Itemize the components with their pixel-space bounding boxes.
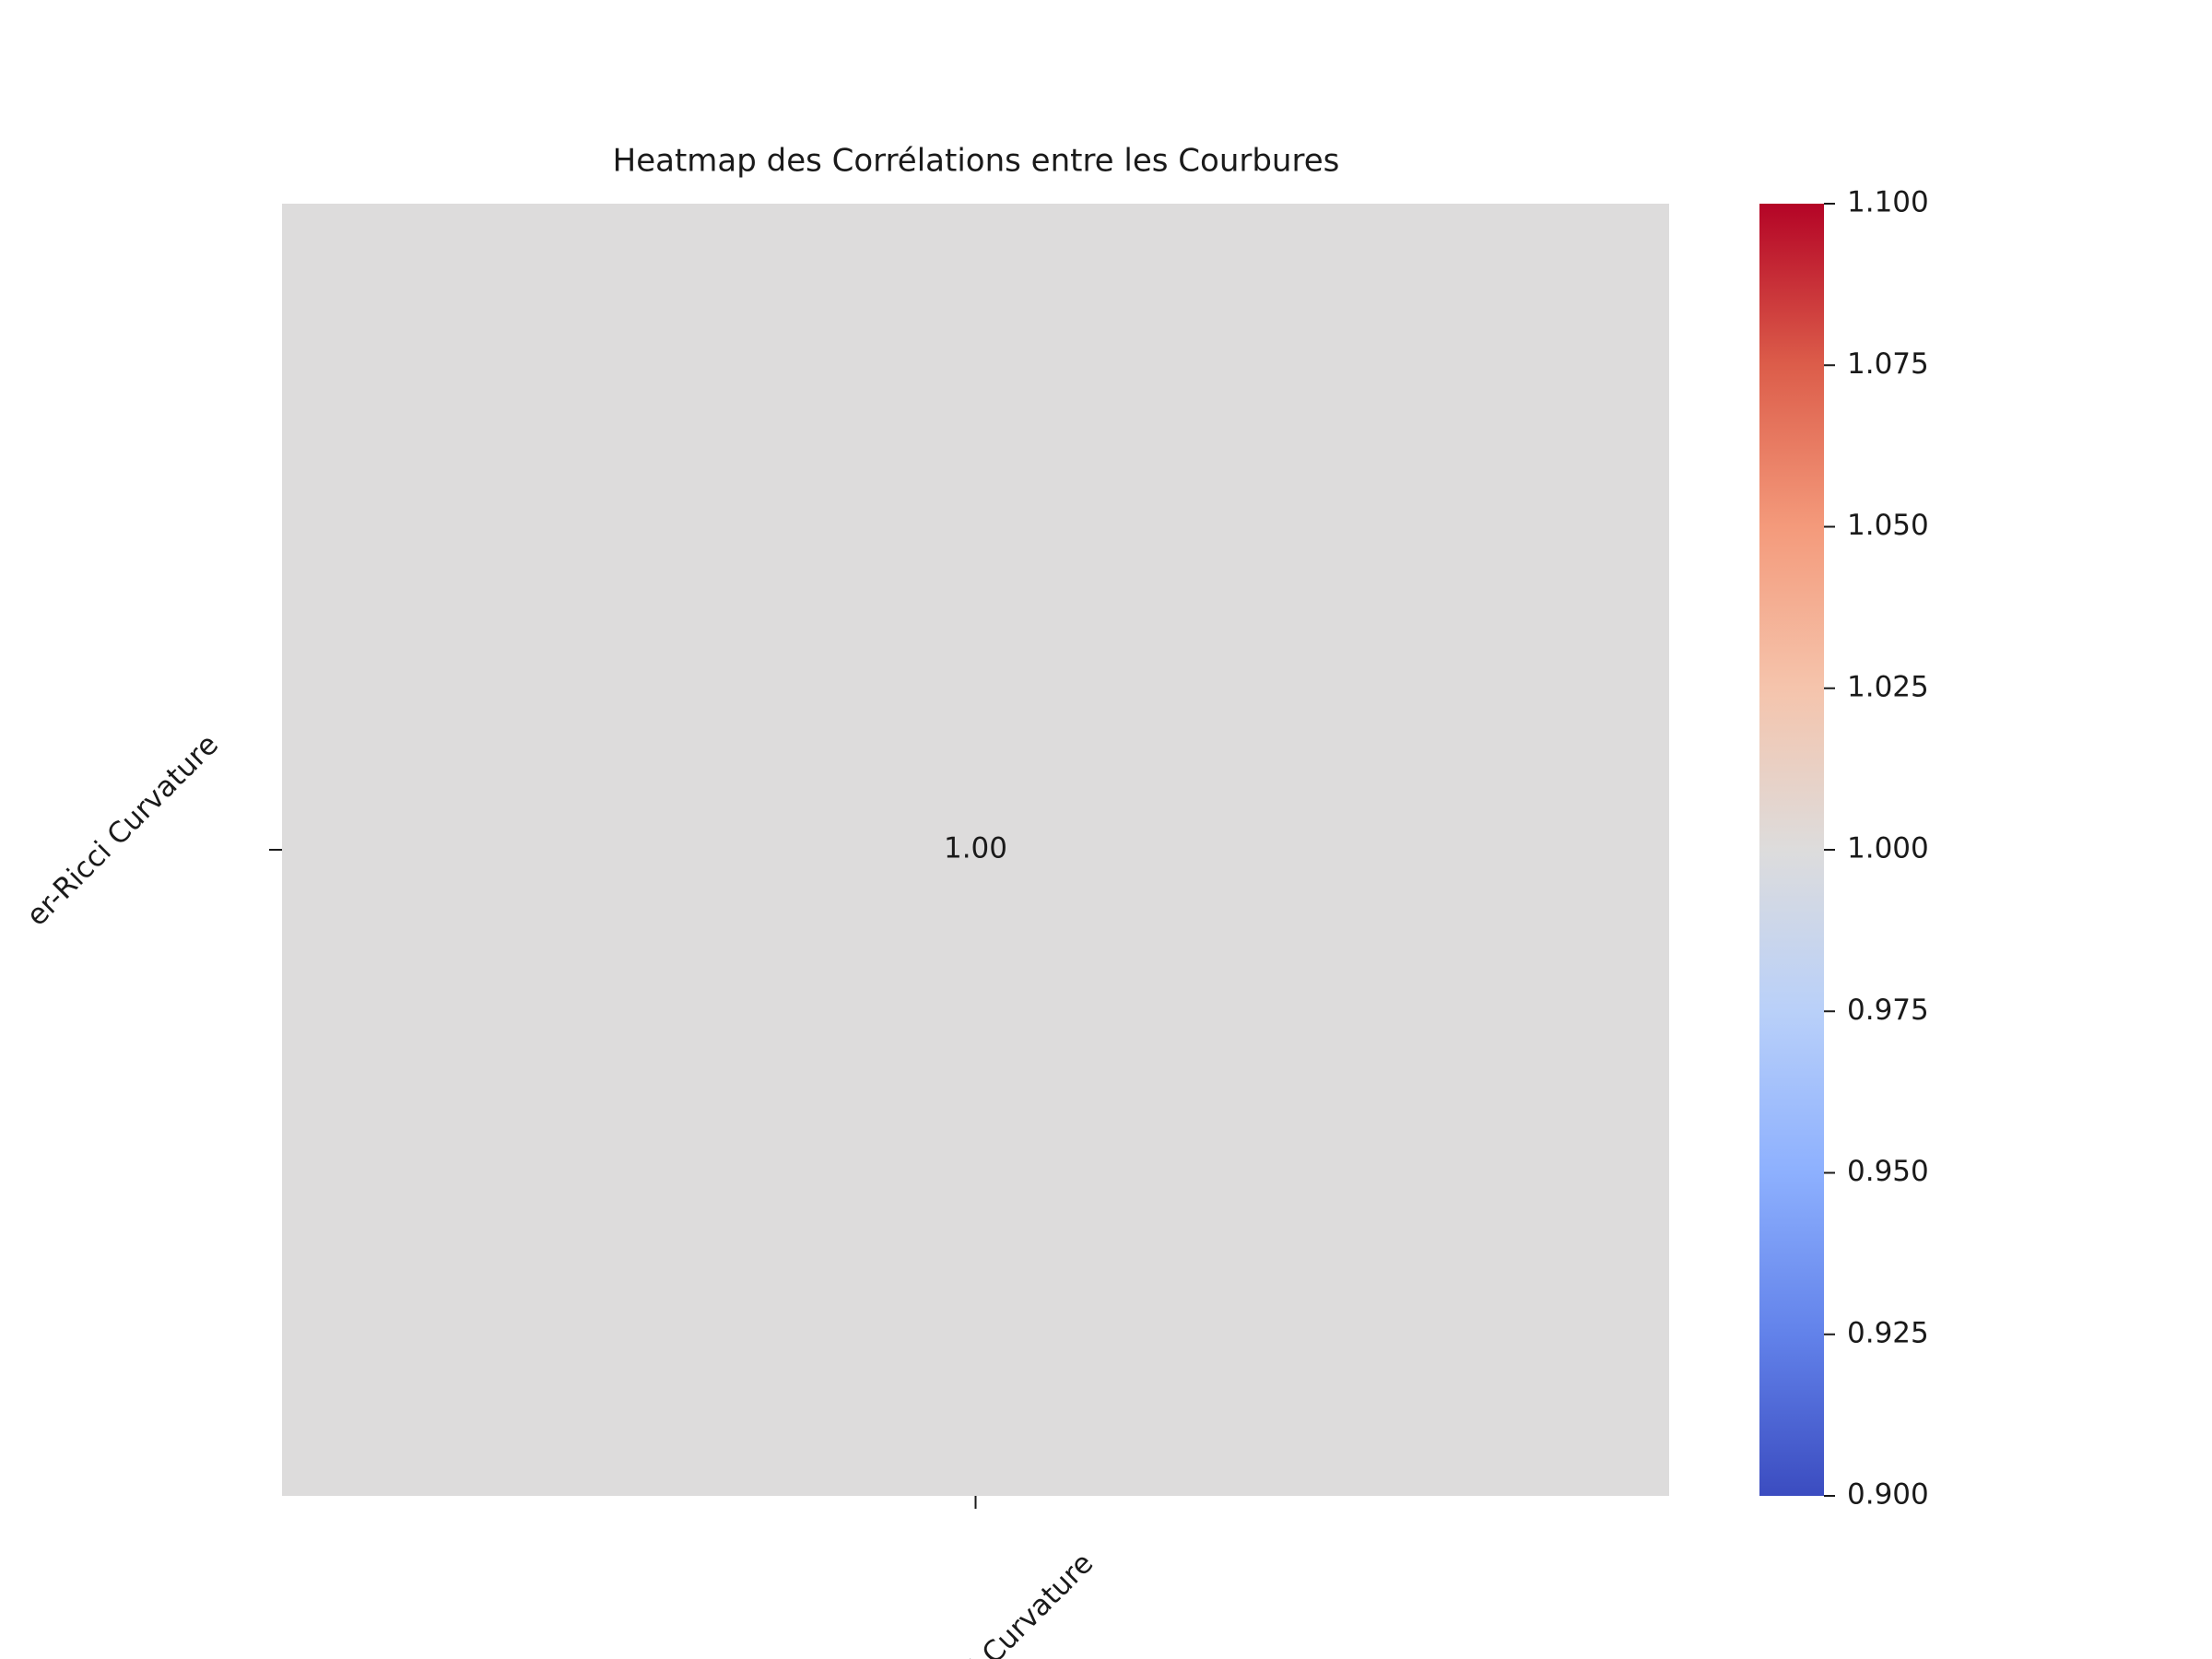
colorbar	[1759, 204, 1824, 1496]
colorbar-tick-label: 1.100	[1847, 186, 1929, 219]
chart-title: Heatmap des Corrélations entre les Courb…	[613, 143, 1340, 180]
heatmap-cell	[282, 204, 1669, 1496]
colorbar-tick-label: 1.075	[1847, 347, 1929, 381]
colorbar-tick-label: 0.975	[1847, 994, 1929, 1027]
colorbar-tick-label: 0.900	[1847, 1478, 1929, 1512]
y-tick-label: er-Ricci Curvature	[20, 728, 225, 933]
colorbar-tick-label: 1.025	[1847, 670, 1929, 703]
colorbar-tick-label: 0.925	[1847, 1316, 1929, 1349]
cell-value-label: 1.00	[944, 832, 1007, 865]
colorbar-tick-label: 1.050	[1847, 509, 1929, 542]
x-tick-label: i Curvature	[964, 1547, 1100, 1659]
colorbar-tick-label: 1.000	[1847, 832, 1929, 865]
colorbar-tick-label: 0.950	[1847, 1155, 1929, 1188]
